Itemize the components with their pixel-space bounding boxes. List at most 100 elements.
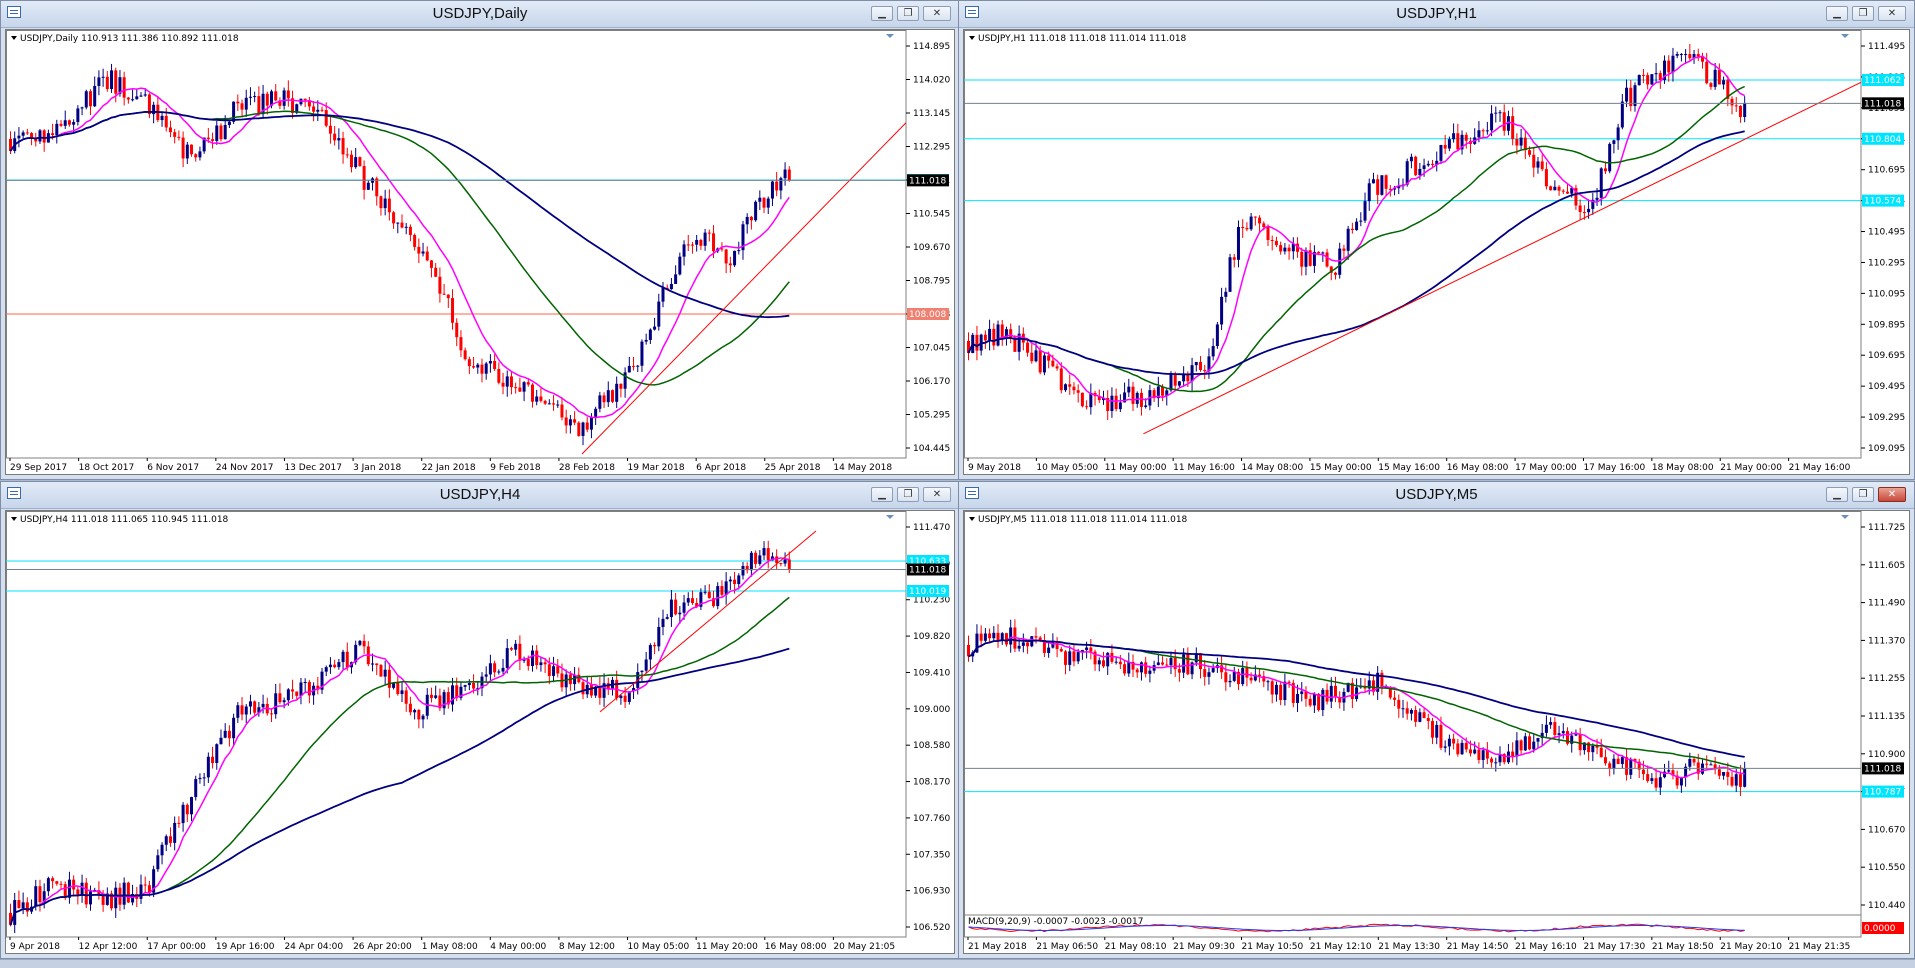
candle-body <box>602 395 606 403</box>
window-title: USDJPY,Daily <box>432 5 528 22</box>
candle-body <box>1490 758 1494 763</box>
price-tick-label: 107.760 <box>913 814 950 824</box>
title-bar[interactable]: USDJPY,Daily ▁ ❐ ✕ <box>1 1 959 28</box>
maximize-button[interactable]: ❐ <box>897 6 919 21</box>
level-price-tag <box>907 308 949 320</box>
collapse-triangle-icon[interactable] <box>969 517 975 521</box>
collapse-triangle-icon[interactable] <box>969 36 975 40</box>
candle-body <box>1557 186 1561 191</box>
candle-body <box>1355 687 1359 700</box>
time-tick-label: 14 May 08:00 <box>1242 463 1304 473</box>
candle-body <box>324 667 328 672</box>
candle-body <box>581 422 585 436</box>
candle-body <box>173 132 177 137</box>
candle-body <box>152 104 156 115</box>
candle-body <box>975 334 979 351</box>
candle-body <box>349 154 353 168</box>
candle-body <box>1523 736 1527 751</box>
price-chart-svg[interactable]: USDJPY,M5 111.018 111.018 111.014 111.01… <box>964 511 1909 953</box>
chart-canvas[interactable]: USDJPY,H4 111.018 111.065 110.945 111.01… <box>5 510 955 954</box>
shift-marker-icon[interactable] <box>1841 515 1849 519</box>
candle-body <box>543 662 547 665</box>
candle-body <box>1713 764 1717 770</box>
chart-window-daily[interactable]: USDJPY,Daily ▁ ❐ ✕ USDJPY,Daily 110.913 … <box>0 0 960 480</box>
minimize-button[interactable]: ▁ <box>871 6 893 21</box>
candle-body <box>236 705 240 718</box>
candle-body <box>211 139 215 141</box>
candle-body <box>1359 220 1363 222</box>
candle-body <box>1101 660 1105 667</box>
price-tick-label: 107.045 <box>913 344 950 354</box>
candle-body <box>1220 665 1224 673</box>
candle-body <box>514 643 518 650</box>
candle-body <box>1262 223 1266 228</box>
trend-line[interactable] <box>1143 81 1862 435</box>
chart-canvas[interactable]: USDJPY,Daily 110.913 111.386 110.892 111… <box>5 29 955 475</box>
maximize-button[interactable]: ❐ <box>897 487 919 502</box>
candle-body <box>1663 771 1667 778</box>
price-tick-label: 112.295 <box>913 143 950 153</box>
candle-body <box>9 138 12 151</box>
candle-body <box>770 181 774 199</box>
chart-canvas[interactable]: USDJPY,H1 111.018 111.018 111.014 111.01… <box>963 29 1910 475</box>
candle-body <box>1557 733 1561 735</box>
candle-body <box>1139 392 1143 407</box>
candle-body <box>173 822 177 843</box>
maximize-button[interactable]: ❐ <box>1852 6 1874 21</box>
title-bar[interactable]: USDJPY,M5 ▁ ❐ ✕ <box>959 482 1914 509</box>
candle-body <box>177 136 181 138</box>
candle-body <box>1161 662 1165 665</box>
candle-body <box>240 103 244 110</box>
title-bar[interactable]: USDJPY,H1 ▁ ❐ ✕ <box>959 1 1914 28</box>
price-chart-svg[interactable]: USDJPY,Daily 110.913 111.386 110.892 111… <box>6 30 954 474</box>
chart-window-h1[interactable]: USDJPY,H1 ▁ ❐ ✕ USDJPY,H1 111.018 111.01… <box>958 0 1915 480</box>
candle-body <box>996 324 1000 346</box>
shift-marker-icon[interactable] <box>1841 34 1849 38</box>
chart-window-icon <box>7 487 21 499</box>
candle-body <box>983 334 987 341</box>
close-button[interactable]: ✕ <box>1878 487 1906 502</box>
candle-body <box>1228 257 1232 292</box>
minimize-button[interactable]: ▁ <box>1826 487 1848 502</box>
maximize-button[interactable]: ❐ <box>1852 487 1874 502</box>
candle-body <box>1591 199 1595 209</box>
window-title: USDJPY,M5 <box>1395 486 1478 503</box>
candle-body <box>1000 324 1004 339</box>
candle-body <box>1312 251 1316 266</box>
candle-body <box>1646 774 1650 781</box>
candle-body <box>1215 324 1219 347</box>
candle-body <box>190 144 194 155</box>
candle-body <box>1519 740 1523 751</box>
candle-body <box>1144 662 1148 674</box>
candle-body <box>1447 738 1451 747</box>
candle-body <box>1544 169 1548 187</box>
close-button[interactable]: ✕ <box>923 487 951 502</box>
candle-body <box>97 77 101 86</box>
candle-body <box>358 640 362 645</box>
title-bar[interactable]: USDJPY,H4 ▁ ❐ ✕ <box>1 482 959 509</box>
trend-line[interactable] <box>581 122 907 455</box>
trend-line[interactable] <box>599 530 817 713</box>
candle-body <box>480 364 484 374</box>
minimize-button[interactable]: ▁ <box>871 487 893 502</box>
price-chart-svg[interactable]: USDJPY,H1 111.018 111.018 111.014 111.01… <box>964 30 1909 474</box>
minimize-button[interactable]: ▁ <box>1826 6 1848 21</box>
shift-marker-icon[interactable] <box>886 34 894 38</box>
chart-window-m5[interactable]: USDJPY,M5 ▁ ❐ ✕ USDJPY,M5 111.018 111.01… <box>958 481 1915 959</box>
collapse-triangle-icon[interactable] <box>11 517 17 521</box>
candle-body <box>446 294 450 299</box>
shift-marker-icon[interactable] <box>886 515 894 519</box>
close-button[interactable]: ✕ <box>1878 6 1906 21</box>
close-button[interactable]: ✕ <box>923 6 951 21</box>
candle-body <box>1270 681 1274 695</box>
candle-body <box>1030 352 1034 362</box>
chart-window-h4[interactable]: USDJPY,H4 ▁ ❐ ✕ USDJPY,H4 111.018 111.06… <box>0 481 960 959</box>
candle-body <box>219 737 223 745</box>
candle-body <box>690 244 694 246</box>
candle-body <box>1329 685 1333 702</box>
price-chart-svg[interactable]: USDJPY,H4 111.018 111.065 110.945 111.01… <box>6 511 954 953</box>
collapse-triangle-icon[interactable] <box>11 36 17 40</box>
chart-canvas[interactable]: USDJPY,M5 111.018 111.018 111.014 111.01… <box>963 510 1910 954</box>
candle-body <box>1367 680 1371 689</box>
candle-body <box>1371 680 1375 692</box>
